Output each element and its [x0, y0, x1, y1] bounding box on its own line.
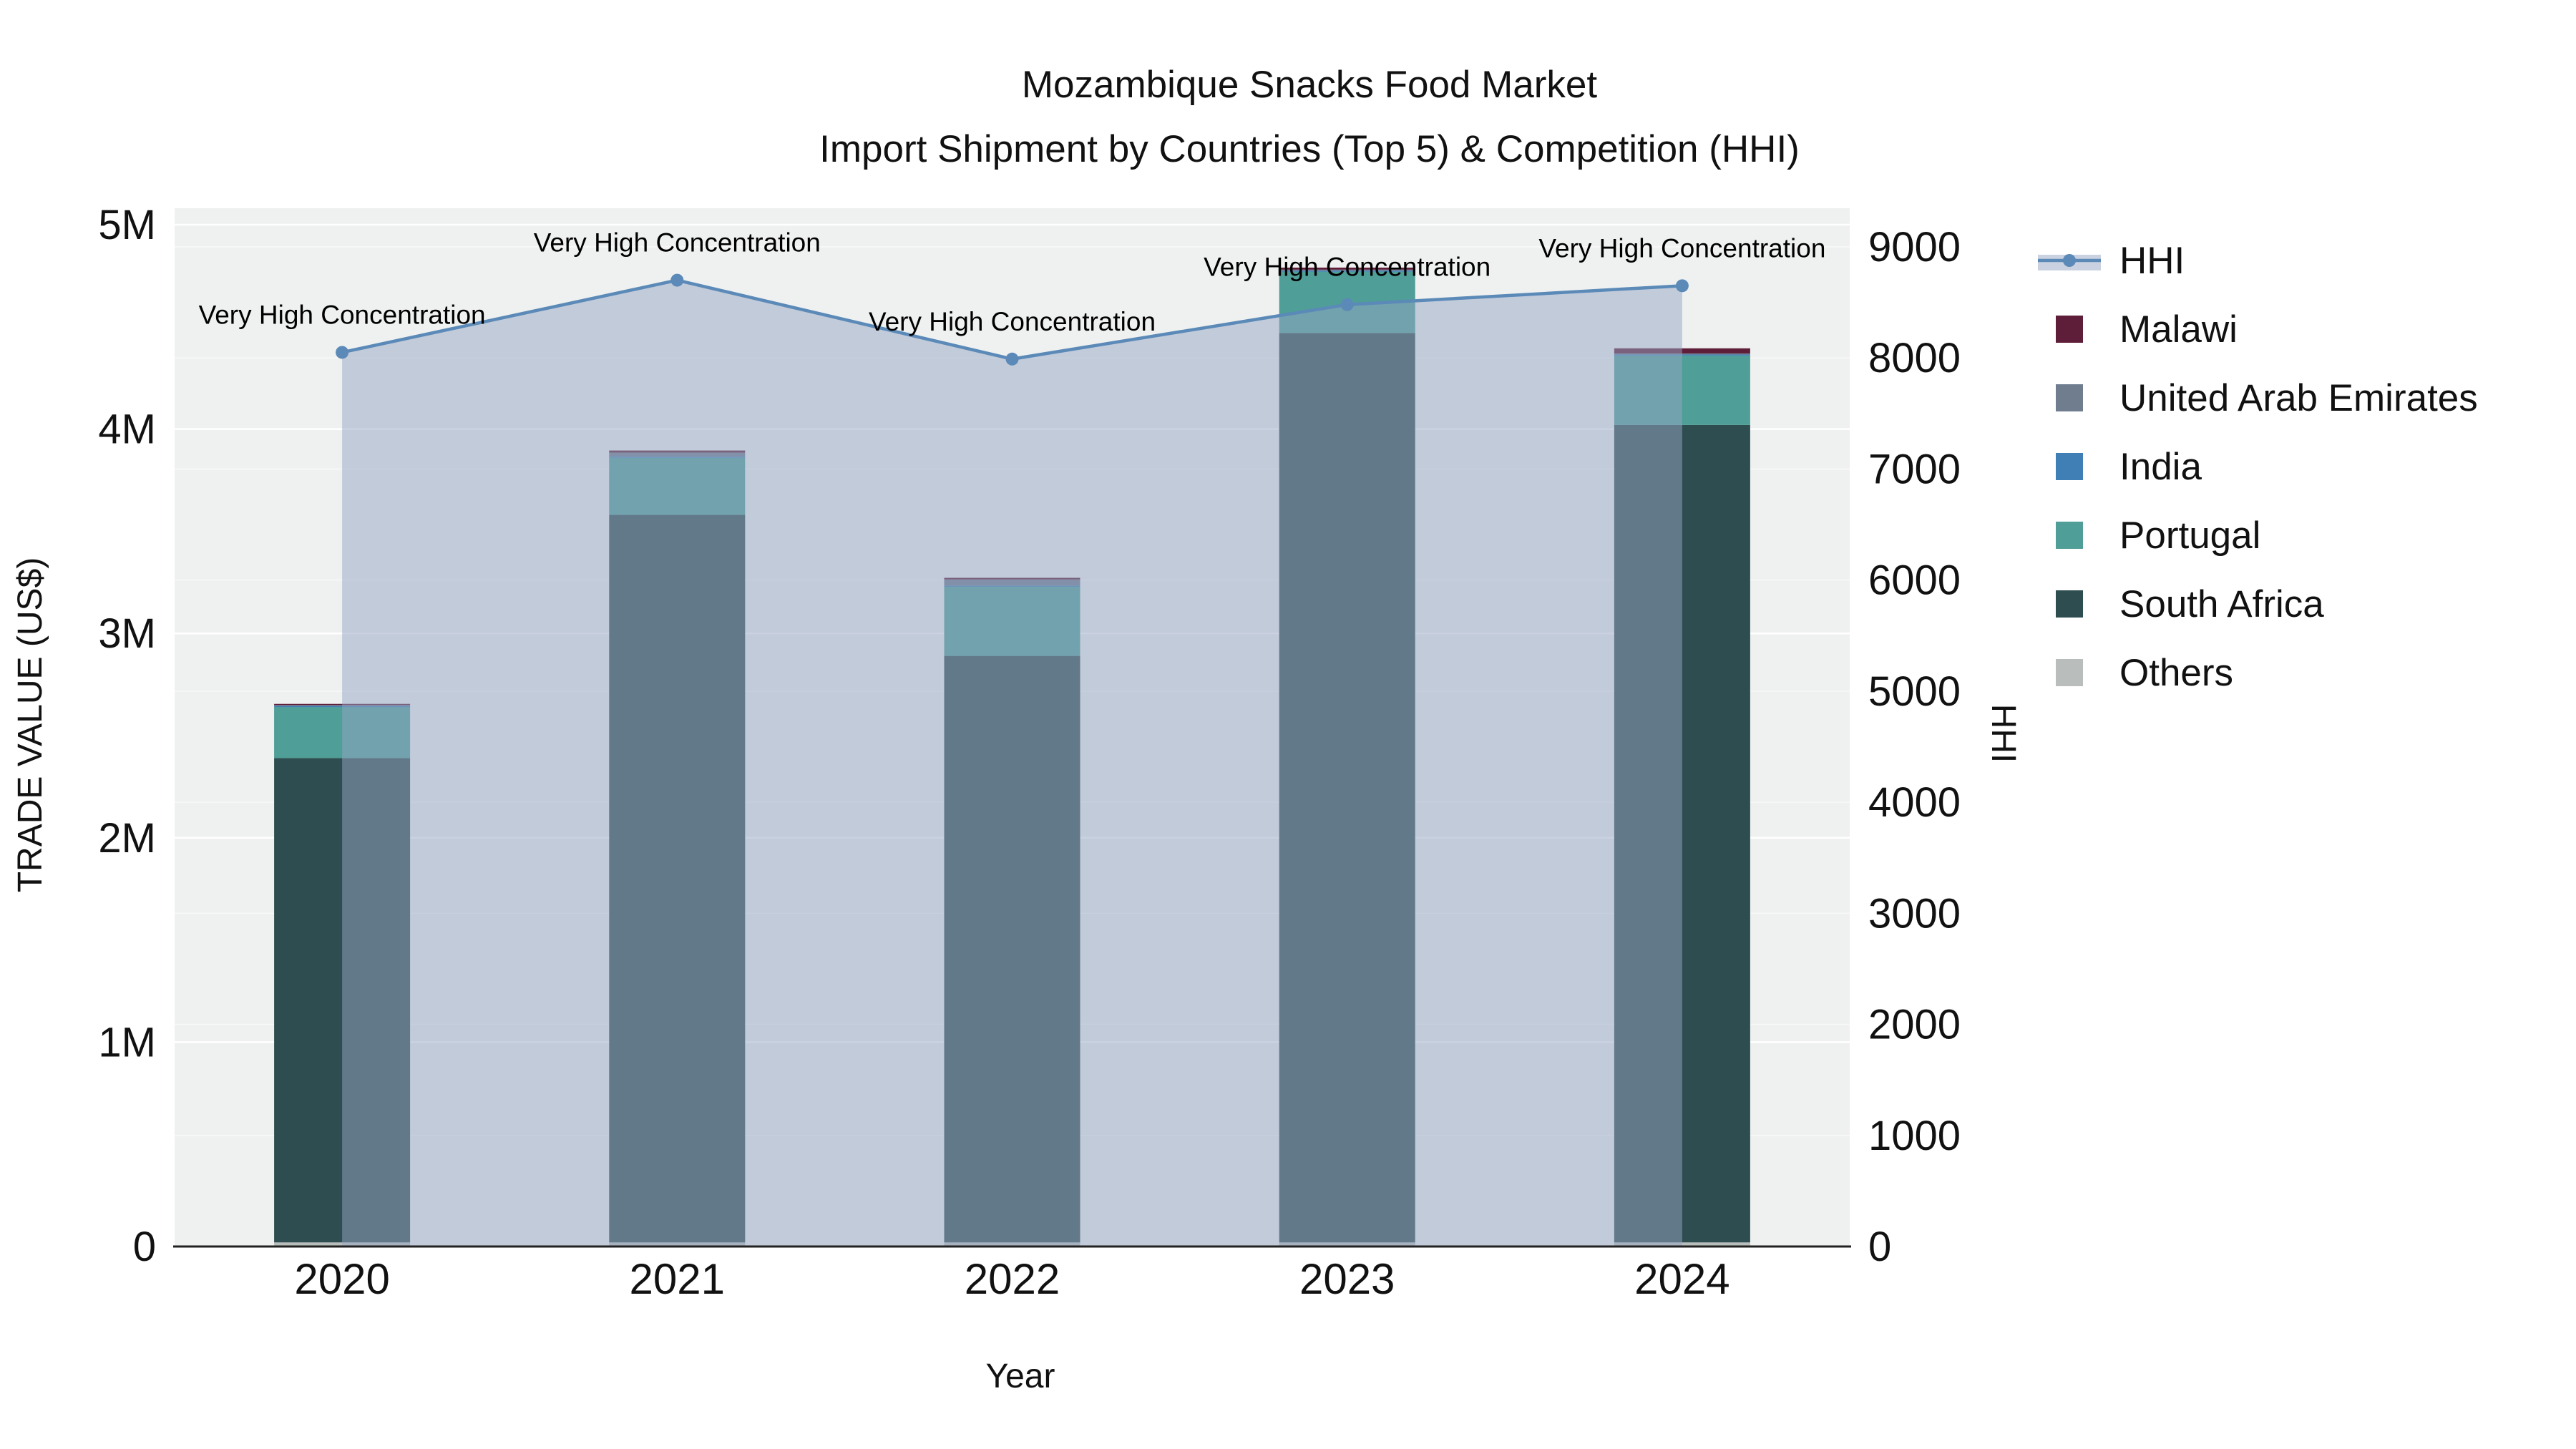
- x-tick-label-2022: 2022: [965, 1255, 1060, 1303]
- right-tick-label-2000: 2000: [1868, 1002, 1961, 1048]
- bar-segment-2023-united-arab-emirates[interactable]: [1279, 269, 1415, 271]
- legend-item-united-arab-emirates[interactable]: United Arab Emirates: [2038, 364, 2478, 432]
- left-tick-label-3M: 3M: [98, 610, 156, 657]
- bar-segment-2020-others[interactable]: [274, 1242, 411, 1246]
- hhi-area-fill: [342, 280, 1682, 1247]
- legend-label: United Arab Emirates: [2119, 376, 2478, 419]
- legend-swatch-united-arab-emirates: [2038, 384, 2101, 411]
- legend: HHI Malawi United Arab Emirates India Portug…: [2038, 226, 2478, 707]
- hhi-line-legend-symbol: [2038, 246, 2101, 275]
- hhi-point-2020[interactable]: [336, 346, 349, 359]
- bar-segment-2020-india[interactable]: [274, 706, 411, 708]
- right-tick-label-5000: 5000: [1868, 668, 1961, 715]
- hhi-point-2022[interactable]: [1005, 352, 1019, 366]
- legend-item-portugal[interactable]: Portugal: [2038, 501, 2478, 570]
- legend-label: Portugal: [2119, 514, 2261, 557]
- bar-segment-2020-malawi[interactable]: [274, 703, 411, 706]
- legend-item-hhi[interactable]: HHI: [2038, 226, 2478, 295]
- legend-swatch-others: [2038, 659, 2101, 686]
- legend-label: Others: [2119, 651, 2234, 694]
- legend-swatch-south-africa: [2038, 590, 2101, 618]
- right-tick-label-4000: 4000: [1868, 779, 1961, 826]
- y-axis-title-right: HHI: [1984, 703, 2022, 763]
- chart-title: Mozambique Snacks Food Market Import Shi…: [0, 53, 2576, 182]
- legend-label: HHI: [2119, 239, 2185, 282]
- chart-title-line2: Import Shipment by Countries (Top 5) & C…: [819, 128, 1800, 170]
- legend-item-malawi[interactable]: Malawi: [2038, 295, 2478, 364]
- legend-label: India: [2119, 445, 2202, 488]
- annotation-2021: Very High Concentration: [534, 228, 821, 258]
- y-axis-title-left: TRADE VALUE (US$): [11, 557, 49, 893]
- bar-segment-2020-united-arab-emirates[interactable]: [274, 705, 411, 706]
- hhi-point-2024[interactable]: [1675, 279, 1689, 293]
- right-tick-label-0: 0: [1868, 1224, 1891, 1270]
- right-tick-label-8000: 8000: [1868, 335, 1961, 381]
- x-tick-label-2023: 2023: [1299, 1255, 1395, 1303]
- chart-title-line1: Mozambique Snacks Food Market: [1021, 64, 1598, 106]
- legend-swatch-malawi: [2038, 316, 2101, 343]
- right-tick-label-7000: 7000: [1868, 446, 1961, 492]
- left-tick-label-5M: 5M: [98, 202, 156, 248]
- hhi-point-2021[interactable]: [670, 273, 684, 287]
- annotation-2020: Very High Concentration: [199, 300, 486, 329]
- right-tick-label-6000: 6000: [1868, 557, 1961, 604]
- right-tick-label-9000: 9000: [1868, 224, 1961, 270]
- legend-swatch-portugal: [2038, 522, 2101, 549]
- left-tick-label-4M: 4M: [98, 406, 156, 453]
- left-tick-label-1M: 1M: [98, 1019, 156, 1065]
- annotation-2024: Very High Concentration: [1538, 233, 1825, 263]
- annotation-2023: Very High Concentration: [1204, 253, 1491, 282]
- legend-item-india[interactable]: India: [2038, 432, 2478, 501]
- bar-segment-2023-malawi[interactable]: [1279, 267, 1415, 270]
- legend-swatch-india: [2038, 453, 2101, 480]
- bar-segment-2023-india[interactable]: [1279, 270, 1415, 272]
- legend-label: Malawi: [2119, 308, 2238, 351]
- right-tick-label-1000: 1000: [1868, 1113, 1961, 1159]
- left-tick-label-2M: 2M: [98, 815, 156, 862]
- x-tick-label-2021: 2021: [630, 1255, 725, 1303]
- x-tick-label-2020: 2020: [294, 1255, 389, 1303]
- x-tick-label-2024: 2024: [1634, 1255, 1729, 1303]
- legend-item-south-africa[interactable]: South Africa: [2038, 570, 2478, 638]
- legend-label: South Africa: [2119, 582, 2324, 625]
- right-tick-label-3000: 3000: [1868, 890, 1961, 937]
- annotation-2022: Very High Concentration: [869, 307, 1156, 336]
- legend-item-others[interactable]: Others: [2038, 638, 2478, 707]
- hhi-point-2023[interactable]: [1340, 298, 1354, 311]
- left-tick-label-0: 0: [133, 1224, 156, 1270]
- x-axis-title: Year: [985, 1357, 1055, 1395]
